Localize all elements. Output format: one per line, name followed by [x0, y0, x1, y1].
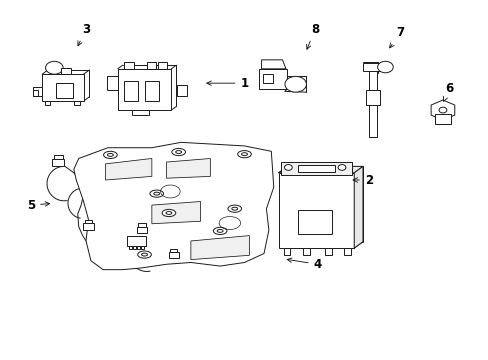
Bar — [298, 165, 334, 172]
Bar — [138, 223, 146, 227]
Polygon shape — [190, 235, 249, 260]
Text: 3: 3 — [78, 23, 90, 46]
Bar — [325, 248, 331, 255]
Bar — [52, 159, 64, 166]
Bar — [56, 83, 73, 98]
Bar — [33, 90, 38, 96]
Bar — [434, 114, 450, 125]
Bar — [74, 101, 80, 105]
Text: 2: 2 — [352, 174, 372, 186]
Ellipse shape — [150, 190, 163, 197]
Text: 8: 8 — [306, 23, 319, 49]
Bar — [54, 155, 63, 159]
Bar — [298, 211, 331, 234]
Bar — [303, 248, 309, 255]
Ellipse shape — [171, 148, 185, 156]
Bar — [259, 69, 287, 89]
Ellipse shape — [241, 153, 247, 156]
Bar — [83, 224, 94, 230]
Bar — [84, 220, 92, 224]
Text: 6: 6 — [443, 82, 452, 101]
Bar — [137, 246, 140, 249]
Bar — [170, 249, 177, 252]
Bar — [147, 62, 156, 69]
Ellipse shape — [217, 229, 223, 232]
Ellipse shape — [175, 150, 181, 153]
Ellipse shape — [162, 210, 175, 217]
Text: 7: 7 — [389, 27, 404, 48]
Bar — [365, 90, 379, 105]
Bar — [107, 76, 118, 90]
Polygon shape — [74, 142, 273, 270]
Bar — [283, 248, 290, 255]
Bar — [127, 236, 146, 246]
Bar — [141, 246, 144, 249]
Bar — [281, 162, 351, 175]
Ellipse shape — [237, 150, 251, 158]
Bar — [133, 246, 136, 249]
Polygon shape — [152, 202, 200, 224]
Bar — [177, 85, 186, 96]
Bar — [368, 69, 376, 137]
Bar — [132, 110, 149, 116]
Bar — [168, 252, 178, 258]
Ellipse shape — [231, 207, 237, 210]
Bar — [33, 87, 42, 96]
Ellipse shape — [213, 227, 226, 234]
Ellipse shape — [138, 251, 151, 258]
Bar — [123, 62, 134, 69]
Polygon shape — [430, 100, 454, 120]
Bar — [118, 69, 171, 110]
Ellipse shape — [154, 192, 159, 195]
Ellipse shape — [107, 153, 113, 156]
Bar — [129, 246, 132, 249]
Polygon shape — [278, 166, 362, 173]
Polygon shape — [166, 158, 210, 178]
Ellipse shape — [438, 107, 446, 113]
Bar — [44, 101, 50, 105]
Bar — [287, 166, 362, 242]
Bar — [263, 74, 272, 83]
Polygon shape — [353, 166, 362, 248]
Ellipse shape — [142, 253, 147, 256]
Ellipse shape — [337, 165, 345, 170]
Bar — [61, 68, 71, 74]
Bar — [344, 248, 350, 255]
Ellipse shape — [103, 151, 117, 158]
Bar — [137, 227, 147, 233]
Polygon shape — [261, 60, 285, 69]
Bar — [278, 173, 353, 248]
Text: 1: 1 — [206, 77, 248, 90]
Ellipse shape — [227, 205, 241, 212]
Ellipse shape — [45, 61, 63, 74]
Polygon shape — [105, 158, 152, 180]
Ellipse shape — [165, 212, 171, 215]
Ellipse shape — [377, 61, 392, 73]
Bar — [144, 81, 159, 101]
Bar — [42, 74, 83, 101]
Text: 5: 5 — [27, 199, 49, 212]
Bar — [158, 62, 166, 69]
Ellipse shape — [285, 76, 306, 92]
Bar — [123, 81, 138, 101]
Ellipse shape — [284, 165, 292, 170]
Bar — [362, 63, 382, 71]
Text: 4: 4 — [286, 258, 321, 271]
